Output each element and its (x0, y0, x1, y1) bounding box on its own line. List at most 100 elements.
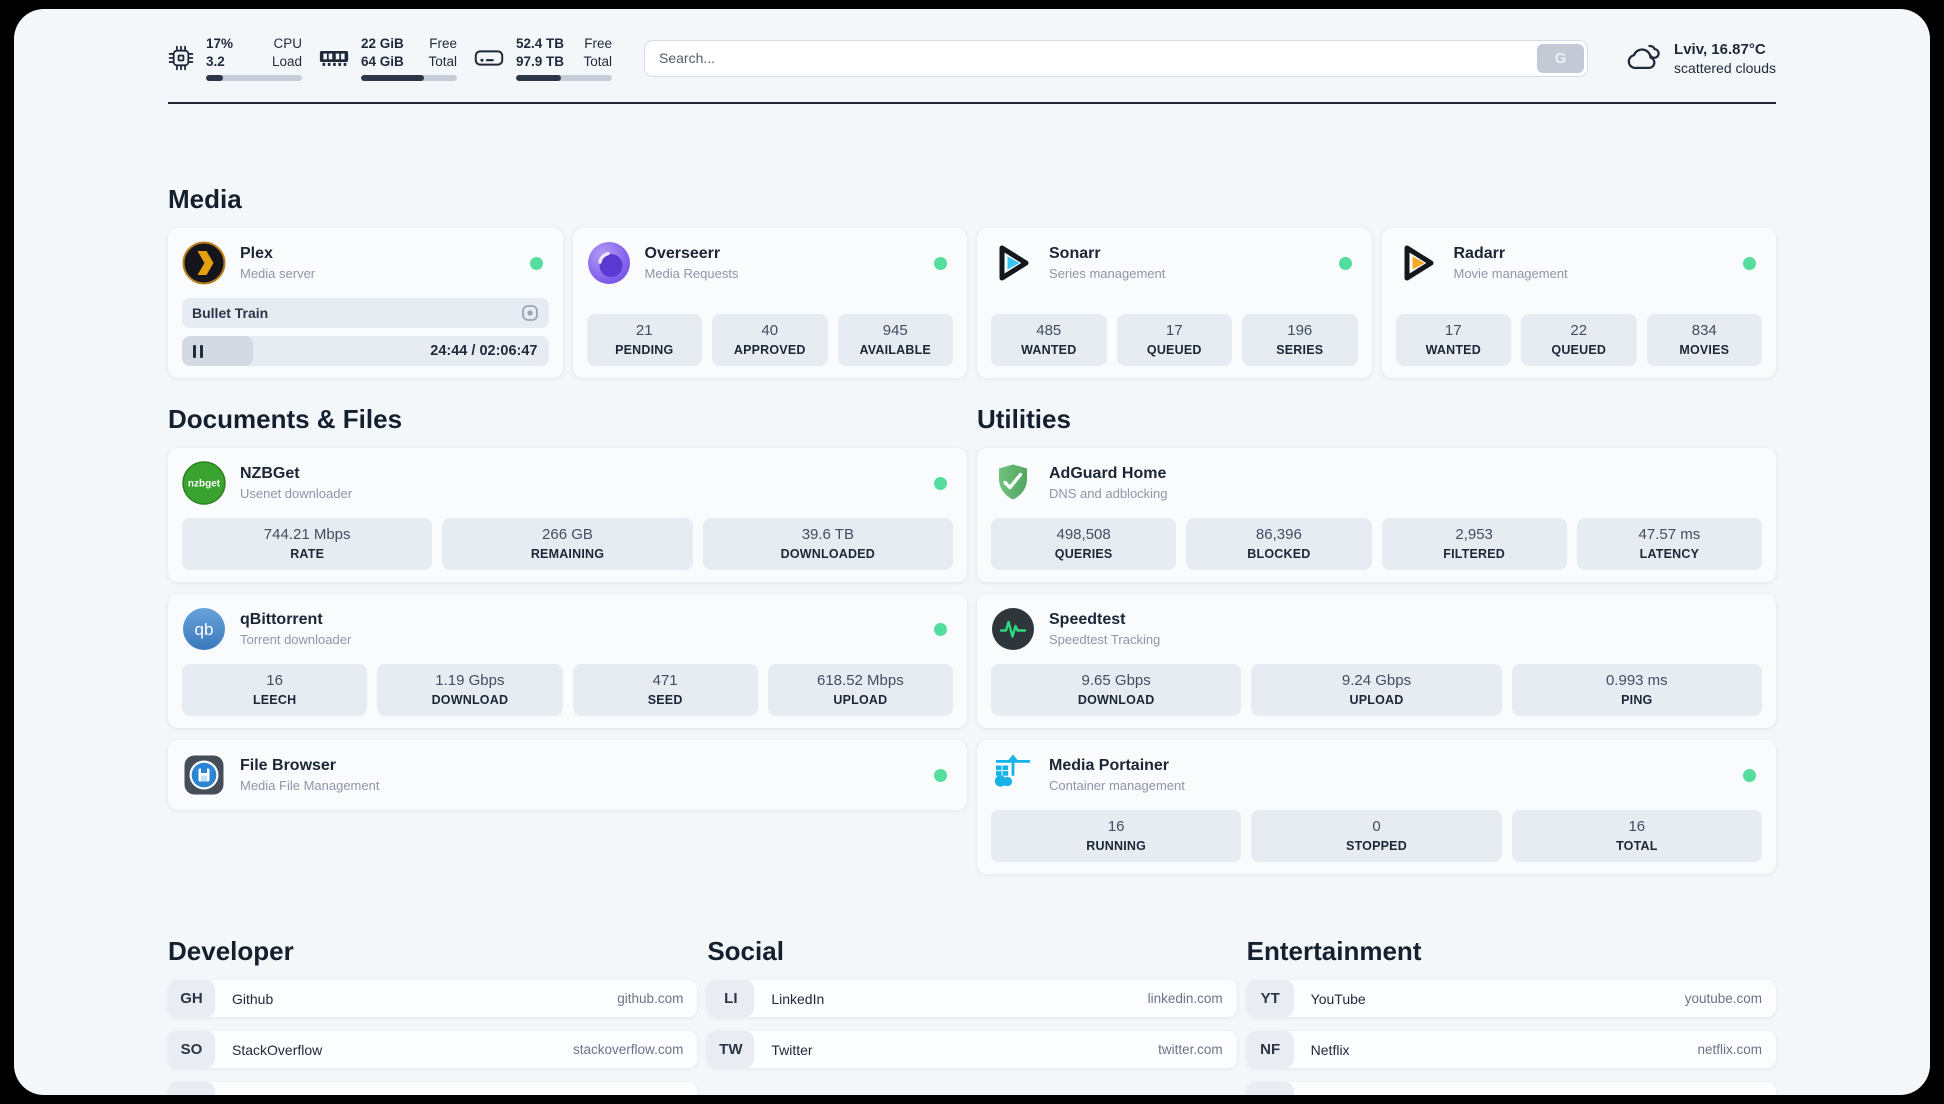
playback-progress-bar[interactable]: 24:44 / 02:06:47 (182, 336, 549, 366)
search-engine-button[interactable]: G (1537, 43, 1585, 73)
stat-value: 196 (1287, 322, 1313, 339)
cpu-chip-icon (168, 45, 194, 71)
bookmark-link[interactable]: TW Twitter twitter.com (707, 1031, 1237, 1068)
bookmark-abbr-badge: TW (707, 1031, 755, 1068)
stat-value: 86,396 (1255, 526, 1302, 543)
stat-label: SEED (647, 693, 683, 707)
status-online-dot (934, 768, 947, 782)
stat-box: 485 WANTED (991, 314, 1107, 366)
bookmark-abbr-badge: RE (1246, 1082, 1294, 1095)
bookmark-name: DEV (232, 1093, 261, 1096)
stat-box: 17 QUEUED (1116, 314, 1232, 366)
stat-label: QUEUED (1551, 343, 1607, 357)
stat-value: 21 (635, 322, 653, 339)
app-name: Plex (240, 245, 273, 262)
ram-free: 22 GiB (361, 36, 404, 51)
ram-total: 64 GiB (361, 54, 404, 69)
app-card-speedtest[interactable]: Speedtest Speedtest Tracking 9.65 Gbps D… (977, 594, 1776, 728)
stat-value: 0.993 ms (1605, 672, 1668, 689)
stats-row: 16 RUNNING 0 STOPPED 16 TOTAL (991, 798, 1762, 862)
cast-icon[interactable] (521, 304, 539, 322)
weather-location-temp: Lviv, 16.87°C (1674, 40, 1766, 58)
stat-box: 834 MOVIES (1646, 314, 1762, 366)
status-online-dot (934, 622, 947, 636)
bookmark-link[interactable]: GH Github github.com (168, 980, 698, 1017)
stat-value: 39.6 TB (801, 526, 854, 543)
stat-label: DOWNLOADED (780, 547, 875, 561)
stat-box: 16 TOTAL (1511, 810, 1762, 862)
app-card-sonarr[interactable]: Sonarr Series management 485 WANTED 17 Q… (977, 228, 1372, 378)
app-name: NZBGet (240, 465, 300, 482)
now-playing-title: Bullet Train (192, 305, 269, 321)
bookmark-group-entertainment: Entertainment YT YouTube youtube.com NF … (1246, 936, 1776, 1095)
disk-free: 52.4 TB (516, 36, 565, 51)
stat-value: 834 (1691, 322, 1717, 339)
bookmark-link[interactable]: NF Netflix netflix.com (1246, 1031, 1776, 1068)
disk-widget: 52.4 TB 97.9 TB Free Total (474, 35, 612, 81)
bookmark-url: linkedin.com (1147, 991, 1223, 1006)
stats-row: 485 WANTED 17 QUEUED 196 SERIES (991, 302, 1358, 366)
stat-label: REMAINING (530, 547, 605, 561)
bookmark-url: dev.to (648, 1093, 684, 1095)
stat-box: 945 AVAILABLE (837, 314, 953, 366)
app-name: qBittorrent (240, 611, 323, 628)
filebrowser-icon (182, 753, 226, 797)
search-input[interactable] (659, 50, 1535, 66)
stat-box: 39.6 TB DOWNLOADED (702, 518, 953, 570)
bookmark-name: Github (232, 990, 274, 1007)
scattered-clouds-icon (1626, 43, 1662, 73)
disk-progress-track (516, 75, 612, 81)
disk-icon (474, 47, 504, 69)
stats-row: 21 PENDING 40 APPROVED 945 AVAILABLE (586, 302, 953, 366)
stat-value: 16 (266, 672, 283, 689)
stat-label: PENDING (615, 343, 674, 357)
bookmark-abbr-badge: GH (168, 980, 215, 1017)
status-online-dot (934, 256, 947, 270)
stat-box: 618.52 Mbps UPLOAD (767, 664, 953, 716)
stat-label: DOWNLOAD (431, 693, 509, 707)
app-description: Movie management (1453, 266, 1568, 281)
stat-label: STOPPED (1346, 839, 1407, 853)
app-card-radarr[interactable]: Radarr Movie management 17 WANTED 22 QUE… (1381, 228, 1776, 378)
app-card-plex[interactable]: Plex Media server Bullet Train (168, 228, 563, 378)
stat-box: 86,396 BLOCKED (1186, 518, 1372, 570)
stats-row: 9.65 Gbps DOWNLOAD 9.24 Gbps UPLOAD 0.99… (991, 652, 1762, 716)
stat-label: RUNNING (1086, 839, 1147, 853)
bookmark-link[interactable]: LI LinkedIn linkedin.com (707, 980, 1237, 1017)
app-description: Torrent downloader (240, 632, 352, 647)
stat-box: 1.19 Gbps DOWNLOAD (377, 664, 563, 716)
app-name: Overseerr (644, 245, 721, 262)
app-card-adguard[interactable]: AdGuard Home DNS and adblocking 498,508 … (977, 448, 1776, 582)
bookmark-url: youtube.com (1684, 991, 1762, 1006)
bookmark-group-social: Social LI LinkedIn linkedin.com TW Twitt… (707, 936, 1237, 1068)
adguard-icon (991, 461, 1035, 505)
bookmark-link[interactable]: SO StackOverflow stackoverflow.com (168, 1031, 698, 1068)
radarr-icon (1396, 241, 1440, 285)
stat-label: FILTERED (1443, 547, 1506, 561)
app-name: Media Portainer (1049, 757, 1170, 774)
bookmark-name: YouTube (1310, 990, 1366, 1007)
stat-value: 9.24 Gbps (1341, 672, 1412, 689)
app-card-portainer[interactable]: Media Portainer Container management 16 … (977, 740, 1776, 874)
stat-value: 471 (652, 672, 678, 689)
system-stats: 17% 3.2 CPU Load (168, 35, 612, 81)
bookmark-url: netflix.com (1697, 1042, 1762, 1057)
stat-value: 40 (761, 322, 779, 339)
stat-value: 47.57 ms (1638, 526, 1701, 543)
bookmark-url: github.com (617, 991, 684, 1006)
pause-icon[interactable] (193, 344, 203, 358)
speedtest-icon (991, 607, 1035, 651)
bookmark-link[interactable]: DT DEV dev.to (168, 1082, 698, 1096)
bookmark-link[interactable]: RE Reddit reddit.com (1246, 1082, 1776, 1095)
stat-value: 22 (1570, 322, 1588, 339)
app-card-filebrowser[interactable]: File Browser Media File Management (168, 740, 967, 810)
stat-box: 744.21 Mbps RATE (182, 518, 433, 570)
bookmark-link[interactable]: YT YouTube youtube.com (1246, 980, 1776, 1017)
app-description: Container management (1049, 778, 1185, 793)
stat-value: 2,953 (1455, 526, 1493, 543)
app-card-qbittorrent[interactable]: qb qBittorrent Torrent downloader 16 (168, 594, 967, 728)
app-card-overseerr[interactable]: Overseerr Media Requests 21 PENDING 40 A… (572, 228, 967, 378)
cpu-label-1: CPU (273, 36, 302, 51)
bookmark-abbr-badge: LI (707, 980, 755, 1017)
app-card-nzbget[interactable]: nzbget NZBGet Usenet downloader 744. (168, 448, 967, 582)
